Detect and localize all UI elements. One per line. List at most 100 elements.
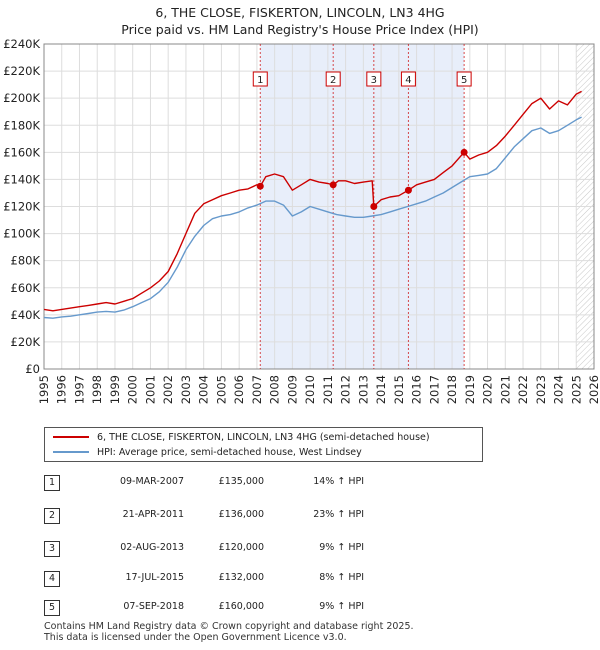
x-tick-label: 2021	[498, 375, 512, 404]
x-tick-label: 2014	[374, 375, 388, 404]
sale-label-box	[400, 71, 416, 87]
sale-number-badge: 2	[44, 508, 60, 524]
sale-label-box	[325, 71, 341, 87]
sale-hpi-change: 23% ↑ HPI	[313, 509, 364, 520]
sale-point	[329, 181, 337, 189]
chart-subtitle: Price paid vs. HM Land Registry's House …	[121, 22, 479, 37]
sale-price: £160,000	[218, 601, 264, 612]
y-tick-label: £0	[25, 362, 40, 376]
x-tick-label: 2012	[339, 375, 353, 404]
sale-hpi-change: 9% ↑ HPI	[319, 542, 364, 553]
x-tick-label: 2026	[587, 375, 600, 404]
x-tick-label: 2020	[481, 375, 495, 404]
sale-point	[460, 148, 468, 156]
y-tick-label: £100K	[3, 227, 40, 241]
y-tick-label: £200K	[3, 91, 40, 105]
chart-title: 6, THE CLOSE, FISKERTON, LINCOLN, LN3 4H…	[0, 4, 600, 38]
x-tick-label: 2003	[179, 375, 193, 404]
sale-date: 02-AUG-2013	[120, 542, 184, 553]
x-tick-label: 2000	[126, 375, 140, 404]
y-tick-label: £160K	[3, 145, 40, 159]
x-tick-label: 2023	[534, 375, 548, 404]
sale-number-badge: 1	[44, 475, 60, 491]
sale-price: £135,000	[218, 476, 264, 487]
sale-number-badge: 5	[44, 600, 60, 616]
legend-item-property: 6, THE CLOSE, FISKERTON, LINCOLN, LN3 4H…	[45, 430, 430, 444]
x-tick-label: 1999	[108, 375, 122, 404]
footer-license: This data is licensed under the Open Gov…	[44, 632, 347, 643]
x-tick-label: 2006	[232, 375, 246, 404]
sale-price: £136,000	[218, 509, 264, 520]
sale-label-number: 3	[371, 75, 377, 86]
x-tick-label: 2008	[268, 375, 282, 404]
sale-price: £132,000	[218, 572, 264, 583]
sale-date: 21-APR-2011	[122, 509, 184, 520]
sale-label-number: 4	[405, 75, 411, 86]
sale-row: 2 21-APR-2011 £136,000 23% ↑ HPI	[44, 508, 584, 524]
x-tick-label: 2019	[463, 375, 477, 404]
x-tick-label: 2010	[303, 375, 317, 404]
x-tick-label: 2017	[427, 375, 441, 404]
chart-title-line1: 6, THE CLOSE, FISKERTON, LINCOLN, LN3 4H…	[155, 5, 445, 20]
x-tick-label: 1998	[90, 375, 104, 404]
footer: Contains HM Land Registry data © Crown c…	[44, 621, 414, 643]
x-tick-label: 2001	[143, 375, 157, 404]
sale-price: £120,000	[218, 542, 264, 553]
x-tick-label: 2004	[197, 375, 211, 404]
y-tick-label: £40K	[11, 308, 41, 322]
x-tick-label: 1995	[37, 375, 51, 404]
x-tick-label: 2007	[250, 375, 264, 404]
property-price-line	[43, 90, 582, 312]
sale-point	[370, 203, 378, 210]
x-tick-label: 2011	[321, 375, 335, 404]
x-tick-label: 2025	[569, 375, 583, 404]
y-tick-label: £140K	[3, 172, 40, 186]
legend-label-property: 6, THE CLOSE, FISKERTON, LINCOLN, LN3 4H…	[97, 431, 430, 443]
legend-swatch-hpi	[53, 451, 89, 453]
x-tick-label: 2015	[392, 375, 406, 404]
x-tick-label: 2022	[516, 375, 530, 404]
x-tick-label: 2002	[161, 375, 175, 404]
x-tick-label: 2018	[445, 375, 459, 404]
sale-number-badge: 3	[44, 541, 60, 557]
y-tick-label: £60K	[11, 281, 41, 295]
sale-row: 5 07-SEP-2018 £160,000 9% ↑ HPI	[44, 600, 584, 616]
sale-hpi-change: 14% ↑ HPI	[313, 476, 364, 487]
y-tick-label: £180K	[3, 118, 40, 132]
y-tick-label: £220K	[3, 64, 40, 78]
sale-hpi-change: 9% ↑ HPI	[319, 601, 364, 612]
sale-date: 17-JUL-2015	[125, 572, 184, 583]
sale-date: 09-MAR-2007	[119, 476, 184, 487]
y-tick-label: £120K	[3, 200, 40, 214]
sale-label-number: 1	[257, 75, 263, 86]
x-tick-label: 1996	[55, 375, 69, 404]
chart-legend: 6, THE CLOSE, FISKERTON, LINCOLN, LN3 4H…	[44, 427, 483, 462]
sale-label-number: 2	[330, 75, 336, 86]
sale-point	[256, 182, 264, 190]
sale-row: 1 09-MAR-2007 £135,000 14% ↑ HPI	[44, 475, 584, 491]
x-tick-label: 2024	[552, 375, 566, 404]
sale-point	[404, 186, 412, 194]
x-tick-label: 2005	[214, 375, 228, 404]
hpi-line	[43, 116, 582, 319]
y-tick-label: £20K	[11, 335, 41, 349]
y-tick-label: £240K	[3, 37, 40, 51]
legend-swatch-property	[53, 436, 89, 438]
x-tick-label: 2016	[410, 375, 424, 404]
plot-border	[43, 43, 595, 370]
x-tick-label: 2013	[356, 375, 370, 404]
sale-row: 3 02-AUG-2013 £120,000 9% ↑ HPI	[44, 541, 584, 557]
footer-copyright: Contains HM Land Registry data © Crown c…	[44, 621, 414, 632]
sale-number-badge: 4	[44, 571, 60, 587]
sale-label-box	[366, 71, 382, 87]
sale-date: 07-SEP-2018	[123, 601, 184, 612]
sale-label-box	[252, 71, 268, 87]
sale-label-box	[456, 71, 472, 87]
x-tick-label: 2009	[285, 375, 299, 404]
price-chart: £0 £20K £40K £60K £80K £100K £120K £140K £160K £1…	[3, 37, 600, 404]
sale-hpi-change: 8% ↑ HPI	[319, 572, 364, 583]
legend-item-hpi: HPI: Average price, semi-detached house,…	[45, 445, 362, 459]
sale-label-number: 5	[461, 75, 467, 86]
sale-row: 4 17-JUL-2015 £132,000 8% ↑ HPI	[44, 571, 584, 587]
x-tick-label: 1997	[72, 375, 86, 404]
